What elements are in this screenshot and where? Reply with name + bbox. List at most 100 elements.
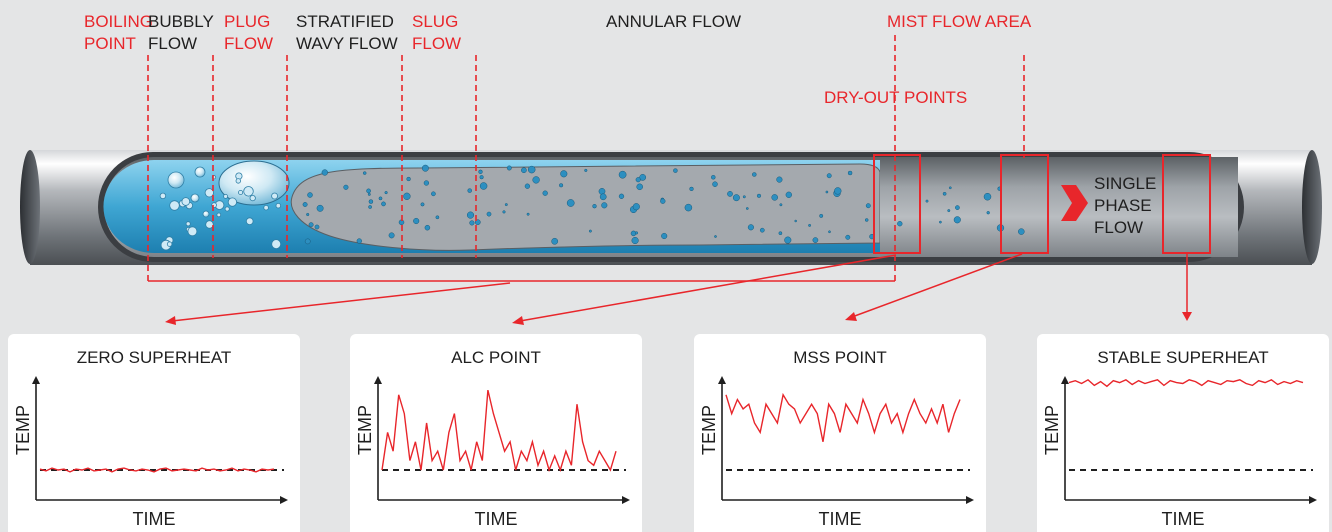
droplet (362, 171, 367, 175)
droplet (925, 199, 929, 203)
x-axis-arrow (622, 496, 630, 504)
droplet (826, 173, 832, 179)
droplet (808, 223, 812, 227)
droplet (942, 191, 947, 196)
droplet (420, 202, 425, 207)
droplet (771, 194, 778, 201)
droplet (421, 164, 429, 172)
pipe (20, 150, 1322, 265)
droplet (469, 220, 475, 226)
droplet (661, 232, 668, 240)
bubble (205, 220, 214, 229)
label-plug-flow: PLUG FLOW (224, 12, 273, 53)
temperature-series (381, 389, 617, 473)
droplet (388, 232, 395, 239)
droplet (834, 187, 842, 195)
bubble (204, 188, 214, 198)
dry-out-box-1 (873, 154, 921, 254)
bubble (275, 202, 281, 209)
droplet (639, 174, 647, 181)
droplet (306, 212, 310, 217)
droplet (955, 205, 960, 210)
y-axis-arrow (374, 376, 382, 384)
droplet (479, 175, 484, 180)
temperature-series (725, 392, 961, 442)
y-axis-arrow (718, 376, 726, 384)
panel-title: ZERO SUPERHEAT (77, 348, 232, 367)
droplet (316, 204, 324, 212)
small-bubbles (159, 164, 1025, 251)
chevron-icon (1061, 185, 1088, 221)
droplet (368, 199, 374, 204)
panel-2: ALC POINT TEMP TIME (350, 334, 642, 532)
bubble (245, 217, 254, 226)
bubble (224, 206, 230, 212)
droplet (727, 191, 733, 197)
dry-region (880, 157, 1238, 257)
droplet (479, 182, 488, 190)
label-mist-flow-area: MIST FLOW AREA (887, 12, 1032, 31)
x-axis-label: TIME (819, 509, 862, 529)
droplet (559, 183, 564, 188)
droplet (302, 202, 308, 207)
x-axis-label: TIME (1162, 509, 1205, 529)
pipe-right-opening (1302, 150, 1322, 264)
droplet (953, 216, 961, 224)
droplet (778, 231, 783, 236)
droplet (712, 181, 718, 187)
droplet (673, 168, 678, 173)
droplet (506, 165, 512, 171)
x-axis-arrow (966, 496, 974, 504)
droplet (732, 194, 740, 202)
vapor-core (290, 163, 881, 251)
droplet (714, 235, 717, 238)
droplet (635, 177, 641, 183)
droplet (308, 222, 314, 228)
droplet (776, 176, 783, 183)
x-axis-arrow (1309, 496, 1317, 504)
panel-title: MSS POINT (793, 348, 887, 367)
droplet (343, 184, 349, 190)
droplet (527, 165, 536, 174)
panel-title: STABLE SUPERHEAT (1097, 348, 1268, 367)
droplet (785, 191, 792, 198)
bubble (194, 166, 206, 178)
label-boiling-point: BOILING POINT (84, 12, 153, 53)
droplet (1018, 228, 1025, 235)
droplet (502, 210, 506, 214)
droplet (413, 217, 420, 225)
bubble (271, 239, 282, 250)
bubble (271, 192, 279, 200)
droplet (304, 238, 311, 245)
panel-card (694, 334, 986, 532)
bubble (202, 210, 210, 218)
droplet (356, 238, 362, 244)
droplet (560, 170, 568, 178)
droplet (366, 188, 371, 194)
droplet (423, 180, 430, 186)
droplet (759, 227, 765, 233)
region-dividers (147, 35, 1025, 283)
droplet (636, 183, 643, 191)
droplet (406, 176, 411, 182)
bubble (187, 226, 198, 237)
droplet (756, 193, 762, 198)
panel-4: STABLE SUPERHEAT TEMP TIME (1037, 334, 1329, 532)
droplet (897, 221, 903, 227)
droplet (403, 192, 411, 200)
x-axis-arrow (280, 496, 288, 504)
panel-3: MSS POINT TEMP TIME (694, 334, 986, 532)
droplet (660, 198, 666, 204)
pointer-arrows (165, 253, 1192, 325)
label-slug-flow: SLUG FLOW (412, 12, 461, 53)
x-axis-label: TIME (133, 509, 176, 529)
droplet (618, 193, 625, 199)
droplet (828, 230, 831, 234)
droplet (745, 207, 749, 210)
droplet (524, 183, 531, 189)
droplet (566, 199, 575, 207)
droplet (478, 169, 483, 174)
y-axis-label: TEMP (13, 405, 33, 455)
droplet (598, 188, 606, 195)
